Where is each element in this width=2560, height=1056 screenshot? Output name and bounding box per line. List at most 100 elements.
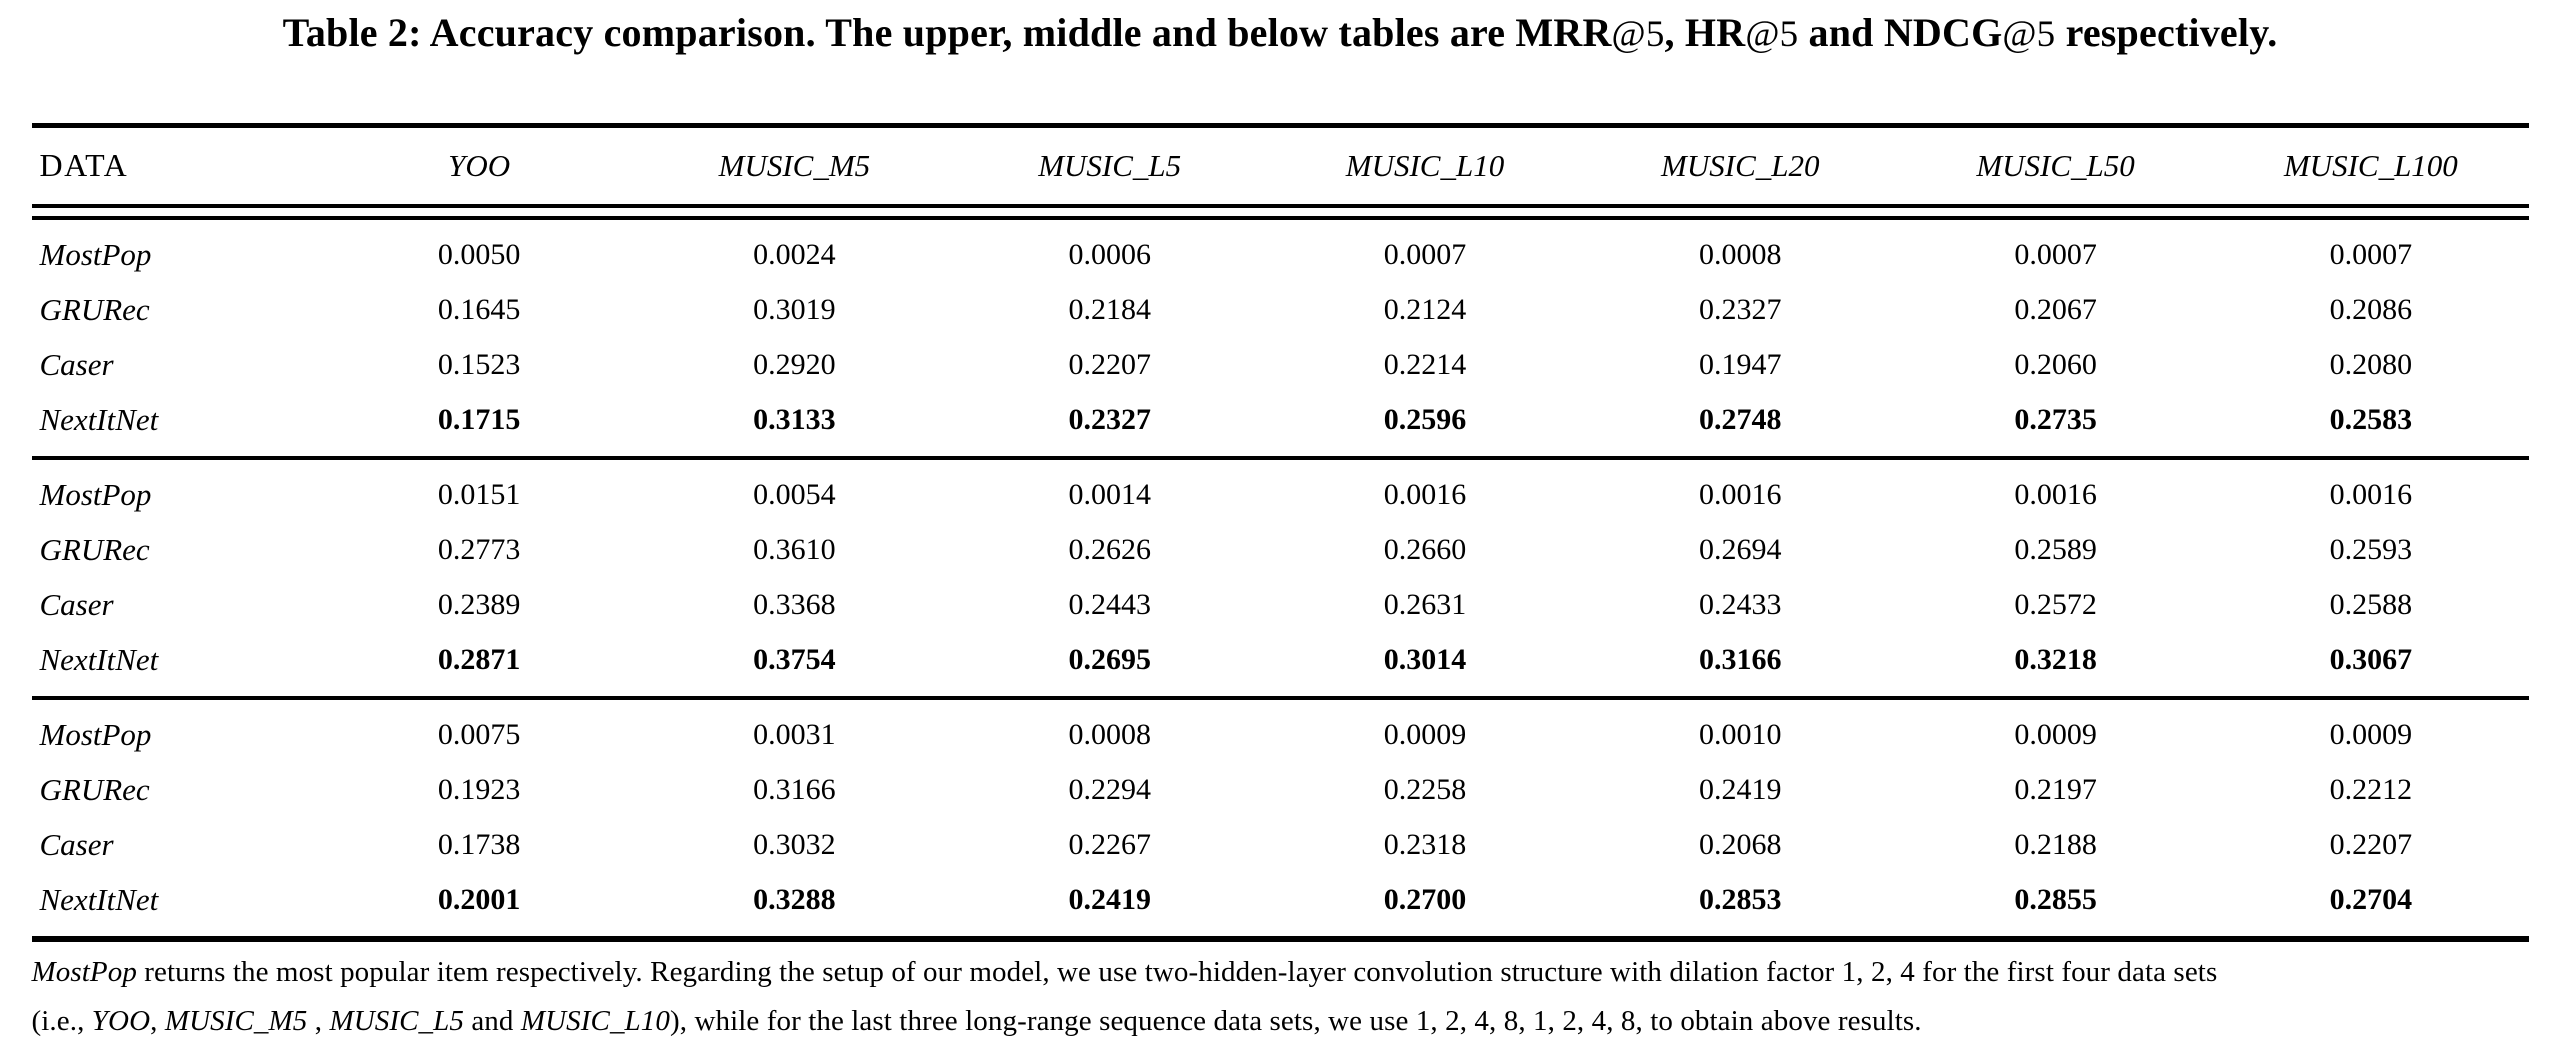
metric-value: 0.3368 — [753, 588, 836, 622]
table-row: Caser 0.2389 0.3368 0.2443 0.2631 0.2433… — [32, 578, 2529, 633]
metric-value: 0.0009 — [1383, 718, 1467, 752]
method-name: Caser — [39, 827, 114, 863]
metric-value: 0.2184 — [1068, 293, 1151, 327]
metric-value: 0.3133 — [753, 403, 836, 437]
table-caption: Table 2: Accuracy comparison. The upper,… — [0, 0, 2560, 57]
metric-value: 0.0007 — [1383, 238, 1467, 272]
metric-value: 0.0007 — [2329, 238, 2413, 272]
metric-value: 0.2086 — [2329, 293, 2413, 327]
metric-value: 0.2327 — [1699, 293, 1782, 327]
block-separator-rule — [31, 695, 2529, 700]
metric-value: 0.2588 — [2329, 588, 2413, 622]
ndcg5-block: MostPop 0.0075 0.0031 0.0008 0.0009 0.00… — [32, 700, 2529, 936]
caption-metric-suffix: @5 — [2002, 14, 2056, 55]
metric-value: 0.3218 — [2014, 643, 2097, 677]
column-header-yoo: YOO — [448, 147, 511, 183]
metric-value: 0.1715 — [437, 403, 521, 437]
metric-value: 0.2855 — [2014, 883, 2097, 917]
metric-value: 0.1923 — [437, 773, 521, 807]
metric-value: 0.2920 — [753, 348, 836, 382]
table-row-best: NextItNet 0.2871 0.3754 0.2695 0.3014 0.… — [32, 633, 2529, 688]
table-bottom-rule — [31, 935, 2529, 942]
metric-value: 0.2695 — [1068, 643, 1151, 677]
accuracy-table: DATA YOO MUSIC_M5 MUSIC_L5 MUSIC_L10 MUS… — [31, 122, 2529, 942]
metric-value: 0.0054 — [753, 478, 836, 512]
footnote-dataset-name: MUSIC_L5 — [329, 1004, 464, 1037]
footnote-text: (i.e., — [31, 1004, 92, 1037]
metric-value: 0.2267 — [1068, 828, 1151, 862]
metric-value: 0.0006 — [1068, 238, 1151, 272]
metric-value: 0.3610 — [753, 533, 836, 567]
footnote-text: ), while for the last three long-range s… — [670, 1004, 1922, 1037]
metric-value: 0.2294 — [1068, 773, 1151, 807]
footnote-dataset-name: MUSIC_L10 — [520, 1004, 670, 1037]
column-header-music-m5: MUSIC_M5 — [718, 147, 871, 183]
metric-value: 0.2318 — [1383, 828, 1467, 862]
table-row: GRURec 0.1645 0.3019 0.2184 0.2124 0.232… — [32, 283, 2529, 338]
metric-value: 0.0009 — [2329, 718, 2413, 752]
metric-value: 0.1523 — [437, 348, 521, 382]
footnote-text: returns the most popular item respective… — [136, 955, 2218, 988]
metric-value: 0.2631 — [1383, 588, 1467, 622]
table-row: Caser 0.1523 0.2920 0.2207 0.2214 0.1947… — [32, 338, 2529, 393]
metric-value: 0.2419 — [1699, 773, 1782, 807]
metric-value: 0.0009 — [2014, 718, 2097, 752]
method-name: NextItNet — [39, 882, 159, 918]
caption-text: and NDCG — [1798, 10, 2003, 55]
metric-value: 0.2433 — [1699, 588, 1782, 622]
metric-value: 0.0010 — [1699, 718, 1782, 752]
metric-value: 0.2207 — [2329, 828, 2413, 862]
metric-value: 0.0016 — [2329, 478, 2413, 512]
metric-value: 0.2853 — [1699, 883, 1782, 917]
metric-value: 0.2389 — [437, 588, 521, 622]
metric-value: 0.3754 — [753, 643, 836, 677]
metric-value: 0.2704 — [2329, 883, 2413, 917]
metric-value: 0.2735 — [2014, 403, 2097, 437]
method-name: NextItNet — [39, 642, 159, 678]
mrr5-block: MostPop 0.0050 0.0024 0.0006 0.0007 0.00… — [32, 220, 2529, 456]
metric-value: 0.2124 — [1383, 293, 1467, 327]
column-header-music-l50: MUSIC_L50 — [1976, 147, 2135, 183]
footnote-text: and — [463, 1004, 521, 1037]
metric-value: 0.2207 — [1068, 348, 1151, 382]
metric-value: 0.0031 — [753, 718, 836, 752]
caption-metric-suffix: @5 — [1611, 14, 1665, 55]
table-footnote-line2: (i.e., YOO, MUSIC_M5 , MUSIC_L5 and MUSI… — [32, 1003, 2529, 1040]
metric-value: 0.3019 — [753, 293, 836, 327]
table-top-rule — [31, 122, 2529, 128]
column-header-music-l10: MUSIC_L10 — [1345, 147, 1505, 183]
caption-metric-suffix: @5 — [1745, 14, 1799, 55]
metric-value: 0.0075 — [437, 718, 521, 752]
method-name: NextItNet — [39, 402, 159, 438]
metric-value: 0.2748 — [1699, 403, 1782, 437]
metric-value: 0.2660 — [1383, 533, 1467, 567]
column-header-data: DATA — [39, 147, 129, 184]
metric-value: 0.0151 — [437, 478, 521, 512]
metric-value: 0.0016 — [1383, 478, 1467, 512]
method-name: Caser — [39, 347, 114, 383]
footnote-text: , — [307, 1004, 330, 1037]
metric-value: 0.2060 — [2014, 348, 2097, 382]
caption-label: Table 2: — [282, 10, 430, 55]
metric-value: 0.2419 — [1068, 883, 1151, 917]
table-header-row: DATA YOO MUSIC_M5 MUSIC_L5 MUSIC_L10 MUS… — [32, 128, 2529, 204]
metric-value: 0.2080 — [2329, 348, 2413, 382]
metric-value: 0.2593 — [2329, 533, 2413, 567]
table-row: MostPop 0.0075 0.0031 0.0008 0.0009 0.00… — [32, 708, 2529, 763]
block-separator-rule — [31, 455, 2529, 460]
hr5-block: MostPop 0.0151 0.0054 0.0014 0.0016 0.00… — [32, 460, 2529, 696]
metric-value: 0.0050 — [437, 238, 521, 272]
metric-value: 0.2001 — [437, 883, 521, 917]
column-header-music-l20: MUSIC_L20 — [1661, 147, 1820, 183]
footnote-text: , — [150, 1004, 165, 1037]
caption-text: , HR — [1664, 10, 1746, 55]
metric-value: 0.1947 — [1699, 348, 1782, 382]
method-name: GRURec — [39, 532, 150, 568]
metric-value: 0.2197 — [2014, 773, 2097, 807]
metric-value: 0.2626 — [1068, 533, 1151, 567]
metric-value: 0.2212 — [2329, 773, 2413, 807]
metric-value: 0.0014 — [1068, 478, 1151, 512]
method-name: GRURec — [39, 772, 150, 808]
table-row-best: NextItNet 0.2001 0.3288 0.2419 0.2700 0.… — [32, 873, 2529, 928]
metric-value: 0.0007 — [2014, 238, 2097, 272]
